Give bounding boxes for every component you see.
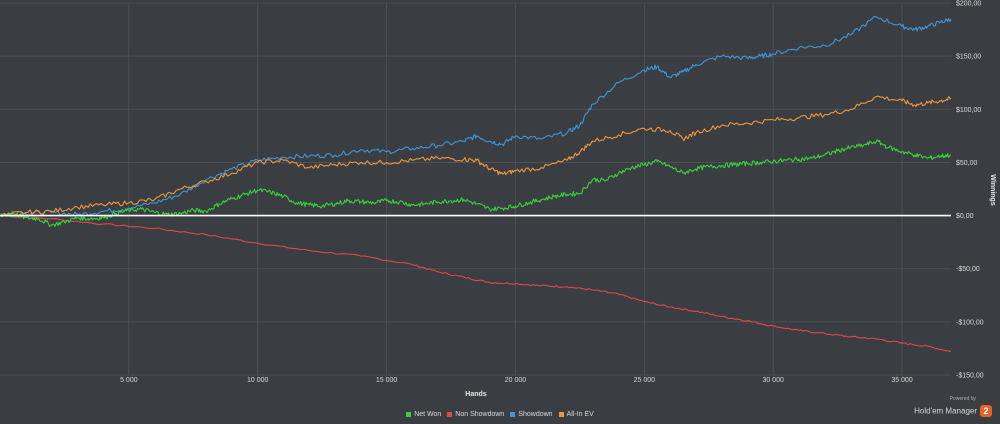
x-tick-label: 30 000 [762,377,784,384]
x-tick-label: 35 000 [891,377,913,384]
x-tick-label: 10 000 [247,377,269,384]
winnings-chart: 5 000 10 000 15 000 20 000 25 000 30 000 35 00… [0,1,996,398]
plot-background [0,3,951,375]
y-axis-ticks: $200,00 $150,00 $100,00 $50,00 $0,00 -$50,00 -… [956,1,984,380]
series-line-net-won [0,139,952,228]
y-tick-label: $100,00 [956,107,981,114]
legend-swatch [406,411,412,417]
y-tick-label: -$100,00 [956,319,984,326]
legend-item[interactable]: Net Won [406,411,441,418]
brand-logo: Powered by Hold'em Manager 2 [914,396,992,420]
x-axis-ticks: 5 000 10 000 15 000 20 000 25 000 30 000 35 00… [120,377,913,384]
legend-swatch [447,411,453,417]
x-tick-label: 20 000 [505,377,527,384]
brand-badge-icon: 2 [980,404,992,417]
x-tick-label: 15 000 [376,377,398,384]
legend-swatch [510,411,516,417]
legend-label: All-In EV [566,411,594,418]
series-line-all-in-ev [0,95,952,217]
legend-item[interactable]: All-In EV [558,411,594,418]
x-axis-title: Hands [465,391,487,398]
y-tick-label: $150,00 [956,54,981,61]
x-tick-label: 25 000 [634,377,656,384]
legend-label: Showdown [518,411,553,418]
y-tick-label: -$150,00 [956,373,984,380]
y-tick-label: -$50,00 [956,266,980,273]
series-line-non-showdown [0,215,952,353]
y-axis-title: Winnings [989,174,996,206]
powered-by-label: Powered by [949,396,976,402]
y-tick-label: $0,00 [956,213,974,220]
legend-swatch [558,411,564,417]
x-tick-label: 5 000 [120,377,138,384]
legend-label: Non Showdown [455,411,505,418]
series-line-showdown [0,15,952,218]
legend: Net Won Non Showdown Showdown All-In EV [0,411,1000,418]
brand-name: Hold'em Manager [914,406,977,416]
legend-item[interactable]: Non Showdown [447,411,504,418]
series-lines [0,15,952,353]
legend-label: Net Won [414,411,442,418]
legend-item[interactable]: Showdown [510,411,553,418]
y-tick-label: $200,00 [956,1,981,8]
y-tick-label: $50,00 [956,160,978,167]
